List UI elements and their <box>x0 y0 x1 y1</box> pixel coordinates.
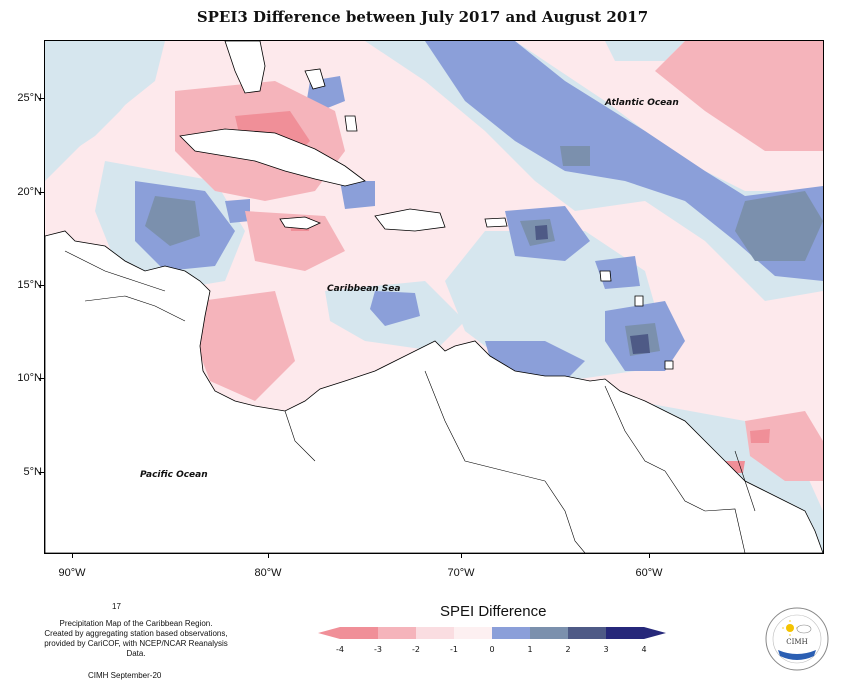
footer-number: 17 <box>112 602 121 611</box>
pacific-ocean-label: Pacific Ocean <box>140 470 208 480</box>
lon-tick <box>461 553 462 558</box>
lon-label-90w: 90°W <box>58 567 86 579</box>
legend-segment <box>568 627 606 639</box>
caribbean-sea-label: Caribbean Sea <box>327 284 400 294</box>
legend-tick-label: 4 <box>641 645 646 654</box>
legend-tick-label: 2 <box>565 645 570 654</box>
legend-tick-label: 0 <box>489 645 494 654</box>
legend-tick-label: -3 <box>374 645 382 654</box>
darkest-blue-zones <box>535 225 650 354</box>
lat-label-10n: 10°N <box>17 372 42 384</box>
lat-label-5n: 5°N <box>23 466 42 478</box>
legend-segment <box>378 627 416 639</box>
land-masses <box>45 41 823 553</box>
lon-label-80w: 80°W <box>254 567 282 579</box>
lat-label-20n: 20°N <box>17 186 42 198</box>
legend-segment <box>606 627 666 639</box>
footer-credit: CIMH September-20 <box>88 671 162 680</box>
legend-tick-label: -4 <box>336 645 344 654</box>
legend-segment <box>492 627 530 639</box>
spei-map: Atlantic Ocean Caribbean Sea Pacific Oce… <box>44 40 824 554</box>
legend-segment <box>454 627 492 639</box>
legend-segment <box>530 627 568 639</box>
lon-tick <box>72 553 73 558</box>
footer-line-3: provided by CariCOF, with NCEP/NCAR Rean… <box>44 639 228 658</box>
lon-tick <box>268 553 269 558</box>
cimh-logo: CIMH <box>765 607 829 671</box>
lon-label-60w: 60°W <box>635 567 663 579</box>
lat-label-15n: 15°N <box>17 279 42 291</box>
dark-blue-zones <box>45 71 823 541</box>
lat-tick <box>39 285 44 286</box>
lat-tick <box>39 98 44 99</box>
lat-tick <box>39 472 44 473</box>
map-title: SPEI3 Difference between July 2017 and A… <box>196 8 649 26</box>
spei-legend-bar: -4 -3 -2 -1 0 1 2 3 4 <box>318 627 666 654</box>
logo-text: CIMH <box>786 638 807 646</box>
lon-tick <box>649 553 650 558</box>
lat-label-25n: 25°N <box>17 92 42 104</box>
legend-tick-label: 3 <box>603 645 608 654</box>
lon-label-70w: 70°W <box>447 567 475 579</box>
lat-tick <box>39 378 44 379</box>
legend-segment <box>318 627 378 639</box>
atlantic-ocean-label: Atlantic Ocean <box>604 98 679 108</box>
legend-tick-label: 1 <box>527 645 532 654</box>
legend-title: SPEI Difference <box>440 603 547 620</box>
legend-segment <box>416 627 454 639</box>
footer-description: Precipitation Map of the Caribbean Regio… <box>36 619 236 659</box>
legend-tick-label: -2 <box>412 645 420 654</box>
legend-tick-label: -1 <box>450 645 458 654</box>
country-borders <box>64 250 756 553</box>
footer-line-2: Created by aggregating station based obs… <box>44 629 228 638</box>
lat-tick <box>39 192 44 193</box>
footer-line-1: Precipitation Map of the Caribbean Regio… <box>59 619 213 628</box>
